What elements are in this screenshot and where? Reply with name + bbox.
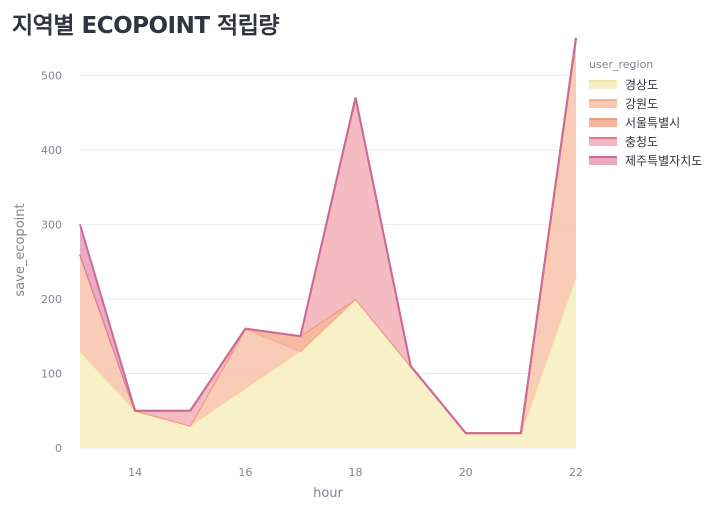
y-tick-label: 300	[41, 218, 62, 231]
legend-item[interactable]: 경상도	[589, 75, 702, 94]
chart-title: 지역별 ECOPOINT 적립량	[12, 13, 280, 39]
y-axis-title: save_ecopoint	[13, 203, 28, 296]
x-tick-label: 20	[459, 466, 473, 479]
legend-item[interactable]: 서울특별시	[589, 113, 702, 132]
legend-label: 강원도	[625, 97, 659, 111]
x-tick-label: 16	[238, 466, 252, 479]
y-tick-label: 500	[41, 69, 62, 82]
legend-label: 서울특별시	[625, 116, 681, 130]
legend-title: user_region	[589, 58, 654, 71]
y-tick-label: 0	[55, 442, 62, 455]
legend-item[interactable]: 제주특별자치도	[589, 151, 702, 170]
area-series	[79, 37, 577, 448]
legend-swatch	[589, 137, 617, 146]
legend-item[interactable]: 강원도	[589, 94, 702, 113]
y-tick-label: 200	[41, 293, 62, 306]
legend-item[interactable]: 충청도	[589, 132, 702, 151]
legend-label: 제주특별자치도	[625, 154, 703, 168]
area-series-fill	[80, 276, 576, 448]
y-tick-label: 400	[41, 144, 62, 157]
x-tick-label: 22	[569, 466, 583, 479]
area-series-line	[79, 37, 577, 435]
x-tick-label: 18	[349, 466, 363, 479]
x-tick-label: 14	[128, 466, 142, 479]
x-axis-title: hour	[313, 486, 343, 501]
legend-label: 경상도	[625, 78, 659, 92]
legend-swatch	[589, 118, 617, 127]
x-axis-ticks: 14 16 18 20 22	[128, 466, 583, 479]
y-tick-label: 100	[41, 367, 62, 380]
legend-swatch	[589, 80, 617, 89]
legend-label: 충청도	[625, 135, 659, 149]
legend-swatch	[589, 156, 617, 165]
legend-swatch	[589, 99, 617, 108]
y-axis-ticks: 0 100 200 300 400 500	[41, 69, 62, 455]
area-series-fill	[80, 38, 576, 434]
